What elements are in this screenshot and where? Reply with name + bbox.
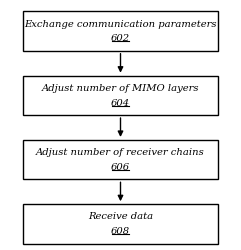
FancyBboxPatch shape [23,204,218,244]
Text: Adjust number of MIMO layers: Adjust number of MIMO layers [42,84,199,93]
FancyBboxPatch shape [23,11,218,51]
Text: Adjust number of receiver chains: Adjust number of receiver chains [36,148,205,157]
Text: 602: 602 [111,34,130,43]
Text: 606: 606 [111,163,130,172]
FancyBboxPatch shape [23,140,218,179]
Text: Receive data: Receive data [88,212,153,222]
Text: 604: 604 [111,99,130,108]
Text: Exchange communication parameters: Exchange communication parameters [24,20,217,29]
FancyBboxPatch shape [23,76,218,115]
Text: 608: 608 [111,227,130,236]
